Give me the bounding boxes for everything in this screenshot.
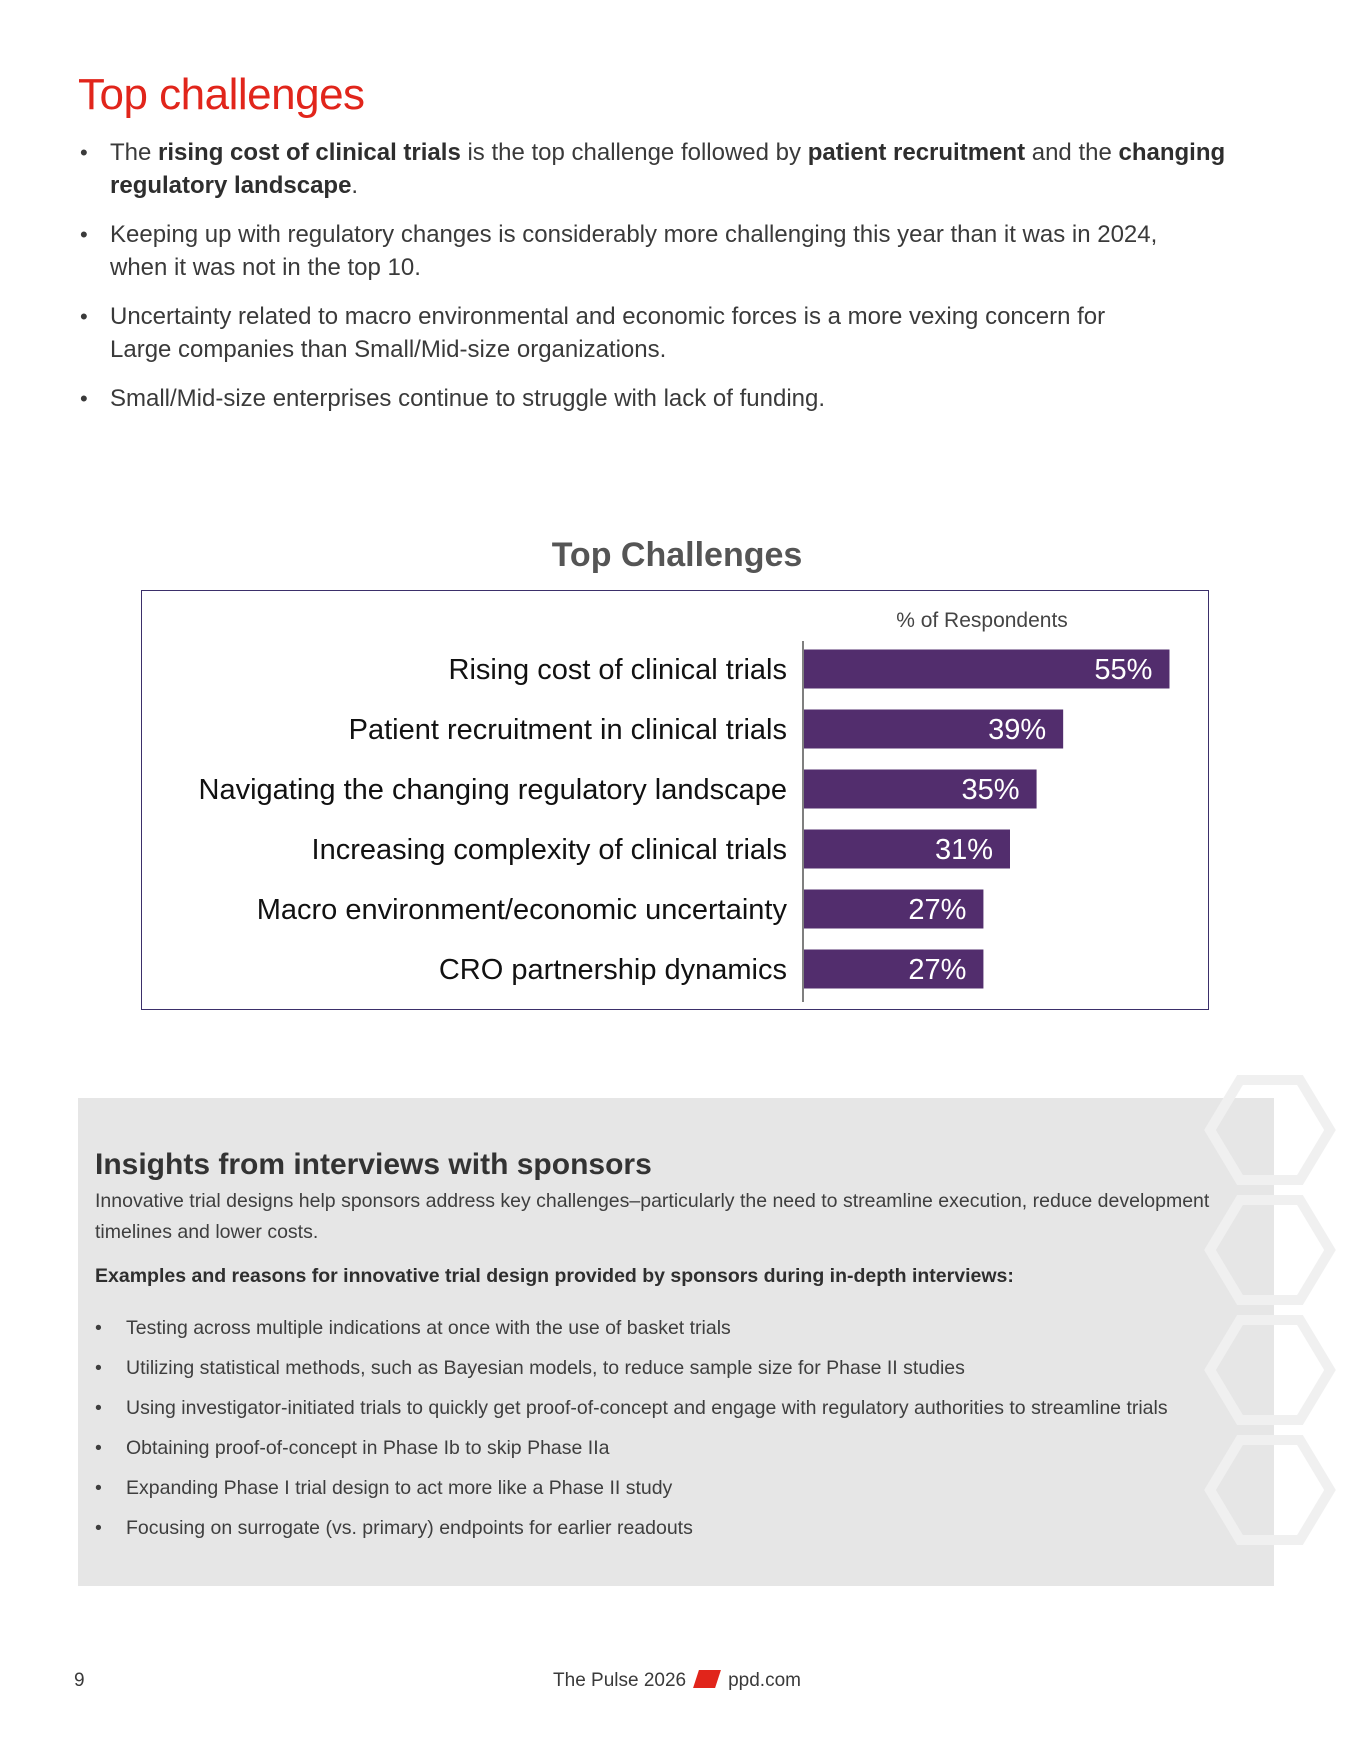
- bullet-item: Keeping up with regulatory changes is co…: [80, 218, 1170, 284]
- bullet-text: The: [110, 139, 159, 166]
- insights-text: Innovative trial designs help sponsors a…: [95, 1190, 1210, 1243]
- insights-panel: Insights from interviews with sponsors I…: [78, 1098, 1274, 1586]
- category-label: Patient recruitment in clinical trials: [349, 714, 787, 746]
- bar: [804, 709, 1064, 749]
- publication-name: The Pulse 2026: [553, 1670, 687, 1691]
- bullet-emphasis: patient recruitment: [807, 139, 1026, 166]
- site-link[interactable]: ppd.com: [728, 1670, 801, 1691]
- bullet-item: The rising cost of clinical trials is th…: [80, 136, 1280, 202]
- list-item: Expanding Phase I trial design to act mo…: [95, 1468, 1168, 1508]
- summary-bullets: The rising cost of clinical trials is th…: [80, 136, 1280, 431]
- category-label: CRO partnership dynamics: [439, 954, 787, 986]
- bullet-text: .: [351, 172, 359, 199]
- page-title: Top challenges: [78, 70, 365, 119]
- value-label: 35%: [962, 774, 1020, 806]
- bullet-text: and the: [1025, 139, 1119, 166]
- bullet-emphasis: changing regulatory landscape: [110, 139, 1226, 199]
- bullet-text: Keeping up with regulatory changes is co…: [110, 221, 1158, 281]
- category-label: Increasing complexity of clinical trials: [312, 834, 787, 866]
- list-item: Using investigator-initiated trials to q…: [95, 1388, 1168, 1428]
- bar: [804, 649, 1170, 689]
- value-label: 27%: [908, 954, 966, 986]
- bar: [804, 829, 1010, 869]
- x-axis-label: % of Respondents: [896, 609, 1068, 632]
- hexagon-pattern-decoration: [1204, 1075, 1336, 1545]
- value-label: 31%: [935, 834, 993, 866]
- insights-title: Insights from interviews with sponsors: [95, 1148, 652, 1181]
- list-item: Focusing on surrogate (vs. primary) endp…: [95, 1508, 1168, 1548]
- insights-list: Testing across multiple indications at o…: [95, 1308, 1168, 1548]
- chart-frame: % of Respondents Rising cost of clinical …: [141, 590, 1209, 1010]
- page-number: 9: [74, 1670, 85, 1691]
- list-item: Testing across multiple indications at o…: [95, 1308, 1168, 1348]
- bar-chart: % of Respondents Rising cost of clinical …: [199, 609, 1170, 1002]
- list-item: Utilizing statistical methods, such as B…: [95, 1348, 1168, 1388]
- category-label: Navigating the changing regulatory lands…: [199, 774, 787, 806]
- category-label: Macro environment/economic uncertainty: [257, 894, 788, 926]
- bullet-text: Uncertainty related to macro environment…: [110, 303, 1106, 363]
- bar: [804, 769, 1037, 809]
- list-item: Obtaining proof-of-concept in Phase Ib t…: [95, 1428, 1168, 1468]
- chart-title: Top Challenges: [551, 536, 803, 574]
- bar: [804, 949, 984, 989]
- brand-mark-icon: [693, 1670, 722, 1688]
- insights-subtitle: Examples and reasons for innovative tria…: [95, 1265, 1014, 1287]
- bullet-text: is the top challenge followed by: [460, 139, 808, 166]
- bullet-item: Uncertainty related to macro environment…: [80, 300, 1170, 366]
- bullet-text: Small/Mid-size enterprises continue to s…: [110, 385, 826, 412]
- value-label: 27%: [908, 894, 966, 926]
- bullet-item: Small/Mid-size enterprises continue to s…: [80, 382, 1280, 415]
- value-label: 39%: [988, 714, 1046, 746]
- bullet-emphasis: rising cost of clinical trials: [158, 139, 461, 166]
- value-label: 55%: [1094, 654, 1152, 686]
- footer: The Pulse 2026 ppd.com: [0, 1670, 1354, 1692]
- bar: [804, 889, 984, 929]
- category-label: Rising cost of clinical trials: [449, 654, 787, 686]
